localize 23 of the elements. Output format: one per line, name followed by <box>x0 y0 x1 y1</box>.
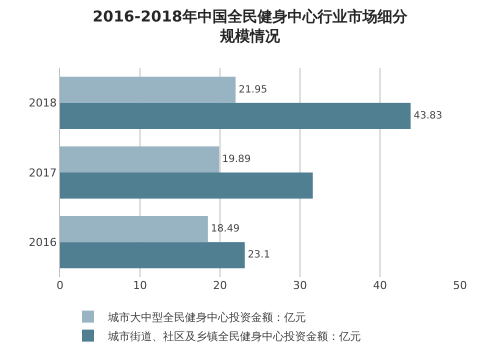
x-tick-label: 30 <box>293 279 307 292</box>
x-tick-label: 0 <box>56 279 64 292</box>
bar <box>60 76 236 103</box>
y-tick-label: 2018 <box>28 96 57 110</box>
x-tick-label: 20 <box>213 279 227 292</box>
y-tick-label: 2016 <box>28 236 57 250</box>
data-label: 43.83 <box>414 110 442 122</box>
x-tick-label: 40 <box>373 279 387 292</box>
chart-title: 2016-2018年中国全民健身中心行业市场细分规模情况 <box>92 8 408 46</box>
x-tick-label: 10 <box>133 279 147 292</box>
bar <box>60 146 220 172</box>
legend-label: 城市街道、社区及乡镇全民健身中心投资金额：亿元 <box>107 330 361 343</box>
data-label: 18.49 <box>210 224 240 235</box>
bar <box>60 102 411 129</box>
x-tick-label: 50 <box>453 279 467 292</box>
bar <box>60 216 208 242</box>
legend-label: 城市大中型全民健身中心投资金额：亿元 <box>107 310 306 324</box>
data-label: 19.89 <box>222 154 251 165</box>
bar <box>60 242 245 268</box>
data-label: 23.1 <box>248 250 270 261</box>
data-label: 21.95 <box>238 84 268 96</box>
bar <box>60 172 313 199</box>
y-tick-label: 2017 <box>28 166 57 180</box>
